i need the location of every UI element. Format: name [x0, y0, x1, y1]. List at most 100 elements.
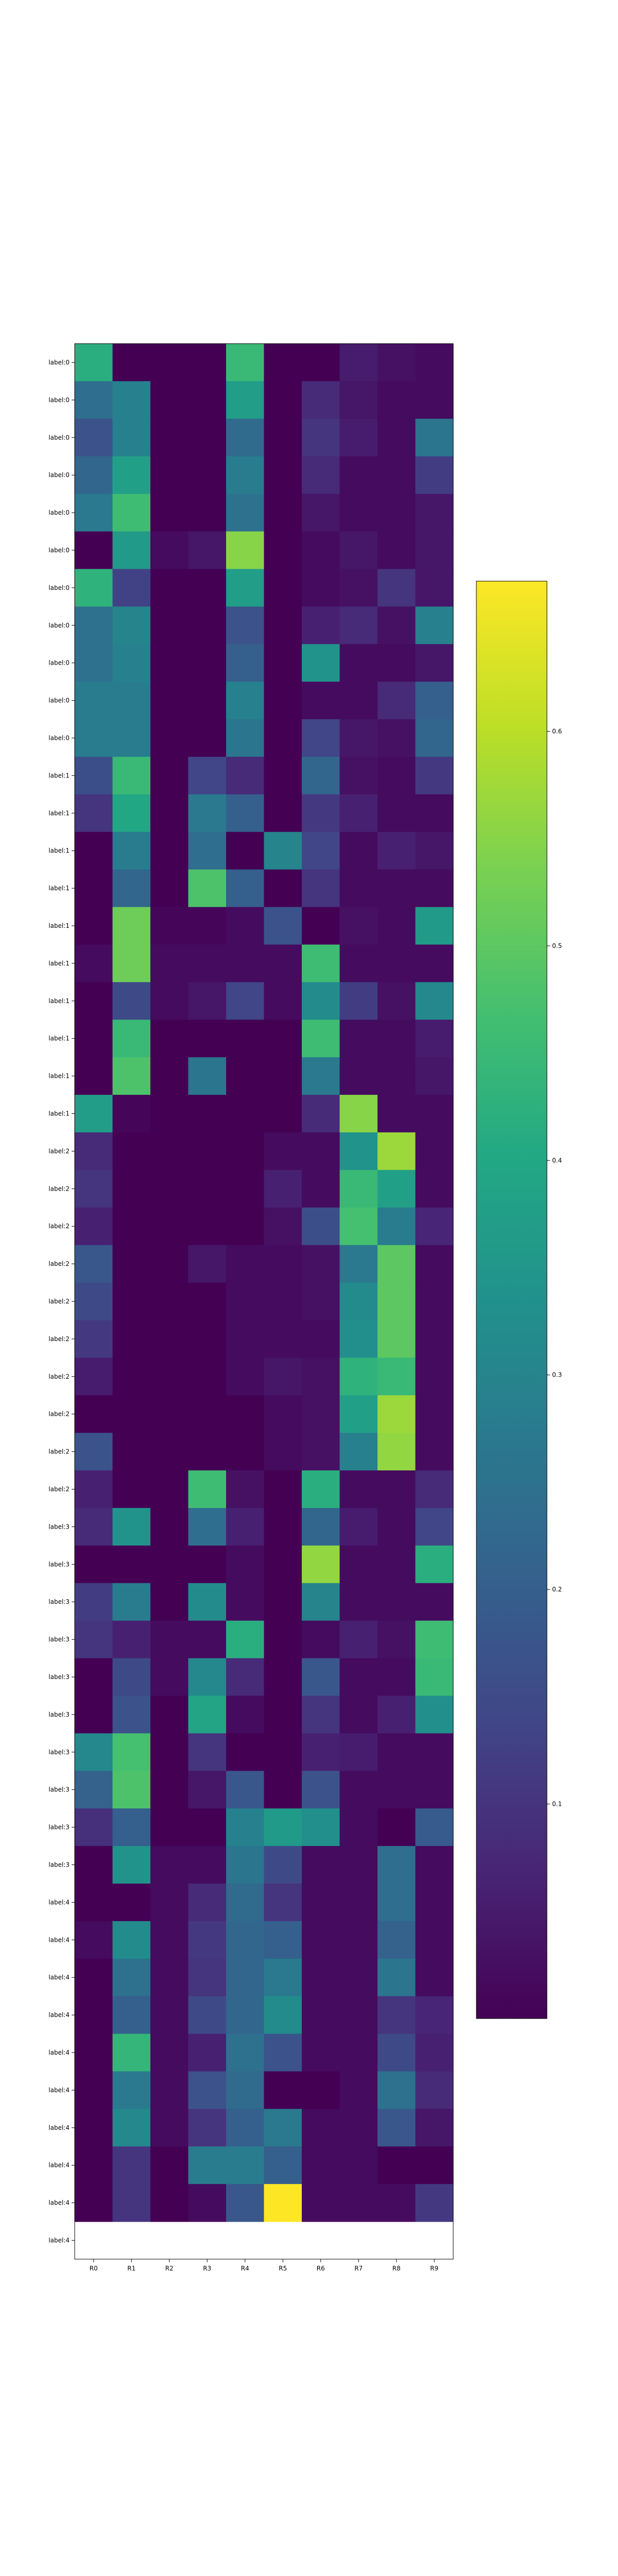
heatmap-cell — [339, 1470, 378, 1509]
heatmap-cell — [264, 381, 302, 419]
heatmap-cell — [75, 1395, 113, 1433]
heatmap-cell — [150, 2146, 189, 2184]
heatmap-cell — [339, 1733, 378, 1771]
heatmap-cell — [112, 606, 151, 645]
heatmap-cell — [377, 1846, 416, 1884]
heatmap-cell — [112, 832, 151, 870]
heatmap-cell — [188, 1545, 227, 1584]
heatmap-cell — [226, 1170, 265, 1208]
heatmap-cell — [415, 756, 454, 795]
heatmap-cell — [75, 1245, 113, 1283]
heatmap-cell — [264, 1395, 302, 1433]
heatmap-cell — [188, 1433, 227, 1471]
heatmap-cell — [75, 344, 113, 382]
heatmap-cell — [75, 756, 113, 795]
y-tick-label: label:1 — [48, 997, 70, 1005]
heatmap-cell — [188, 1996, 227, 2035]
heatmap-cell — [415, 569, 454, 607]
heatmap-cell — [302, 2146, 340, 2184]
heatmap-cell — [75, 1545, 113, 1584]
heatmap-cell — [415, 1846, 454, 1884]
x-axis: R0 R1 R2 R3 R4 R5 R6 R7 R8 R9 — [90, 2259, 438, 2272]
heatmap-cell — [75, 494, 113, 532]
y-tick-label: label:2 — [48, 1411, 70, 1418]
heatmap-cell — [415, 1921, 454, 1959]
heatmap-cell — [150, 606, 189, 645]
heatmap-cell — [112, 1095, 151, 1133]
heatmap-cell — [112, 1358, 151, 1396]
heatmap-cell — [75, 794, 113, 833]
heatmap-cell — [75, 644, 113, 682]
heatmap-cell — [302, 1507, 340, 1546]
y-tick-label: label:1 — [48, 1110, 70, 1117]
heatmap-cell — [339, 1883, 378, 1922]
heatmap-cell — [377, 1996, 416, 2035]
heatmap-cell — [377, 344, 416, 382]
heatmap-cell — [112, 381, 151, 419]
heatmap-cell — [150, 982, 189, 1020]
heatmap-cell — [75, 1470, 113, 1509]
heatmap-cell — [339, 682, 378, 720]
heatmap-cell — [377, 531, 416, 570]
heatmap-cell — [150, 832, 189, 870]
heatmap-cell — [415, 982, 454, 1020]
heatmap-cell — [302, 531, 340, 570]
heatmap-cell — [302, 1433, 340, 1471]
heatmap-cell — [188, 1771, 227, 1809]
heatmap-cell — [264, 1696, 302, 1734]
heatmap-cell — [415, 1883, 454, 1922]
y-tick-label: label:4 — [48, 2087, 70, 2094]
heatmap-cell — [75, 1846, 113, 1884]
heatmap-cell — [339, 644, 378, 682]
heatmap-cell — [75, 1996, 113, 2035]
heatmap-cell — [75, 1658, 113, 1697]
heatmap-cell — [339, 344, 378, 382]
heatmap-cell — [188, 1395, 227, 1433]
heatmap-cell — [339, 1358, 378, 1396]
heatmap-cell — [377, 1358, 416, 1396]
heatmap-cell — [112, 418, 151, 457]
heatmap-cell — [302, 2033, 340, 2072]
y-tick-label: label:3 — [48, 1636, 70, 1643]
heatmap-cell — [302, 1658, 340, 1697]
heatmap-cell — [302, 606, 340, 645]
heatmap-cell — [226, 606, 265, 645]
heatmap-cell — [302, 1245, 340, 1283]
y-tick-label: label:0 — [48, 396, 70, 403]
heatmap-cell — [377, 1696, 416, 1734]
heatmap-cell — [188, 869, 227, 908]
heatmap-cell — [112, 2184, 151, 2222]
heatmap-cell — [415, 1282, 454, 1321]
heatmap-cell — [302, 982, 340, 1020]
heatmap-cell — [264, 2146, 302, 2184]
x-tick-label: R7 — [354, 2265, 363, 2272]
heatmap-cell — [415, 1658, 454, 1697]
heatmap-cell — [264, 719, 302, 757]
heatmap-cell — [302, 1320, 340, 1358]
heatmap-cell — [226, 1883, 265, 1922]
heatmap-cell — [339, 719, 378, 757]
heatmap-cell — [75, 1507, 113, 1546]
x-tick-label: R1 — [127, 2265, 135, 2272]
heatmap-cell — [112, 1958, 151, 1997]
heatmap-cell — [112, 682, 151, 720]
heatmap-cell — [264, 531, 302, 570]
heatmap-cell — [339, 1282, 378, 1321]
heatmap-cell — [112, 982, 151, 1020]
heatmap-cell — [302, 1620, 340, 1659]
x-tick-label: R5 — [279, 2265, 287, 2272]
y-tick-label: label:1 — [48, 885, 70, 892]
heatmap-cell — [339, 1207, 378, 1246]
heatmap-cell — [377, 381, 416, 419]
heatmap-cell — [150, 756, 189, 795]
heatmap-cell — [377, 944, 416, 982]
heatmap-cell — [339, 1808, 378, 1846]
heatmap-cell — [264, 682, 302, 720]
heatmap-cell — [188, 832, 227, 870]
heatmap-cell — [112, 1470, 151, 1509]
heatmap-cell — [226, 1620, 265, 1659]
heatmap-cell — [415, 1771, 454, 1809]
heatmap-cell — [302, 1057, 340, 1095]
heatmap-cell — [264, 1846, 302, 1884]
